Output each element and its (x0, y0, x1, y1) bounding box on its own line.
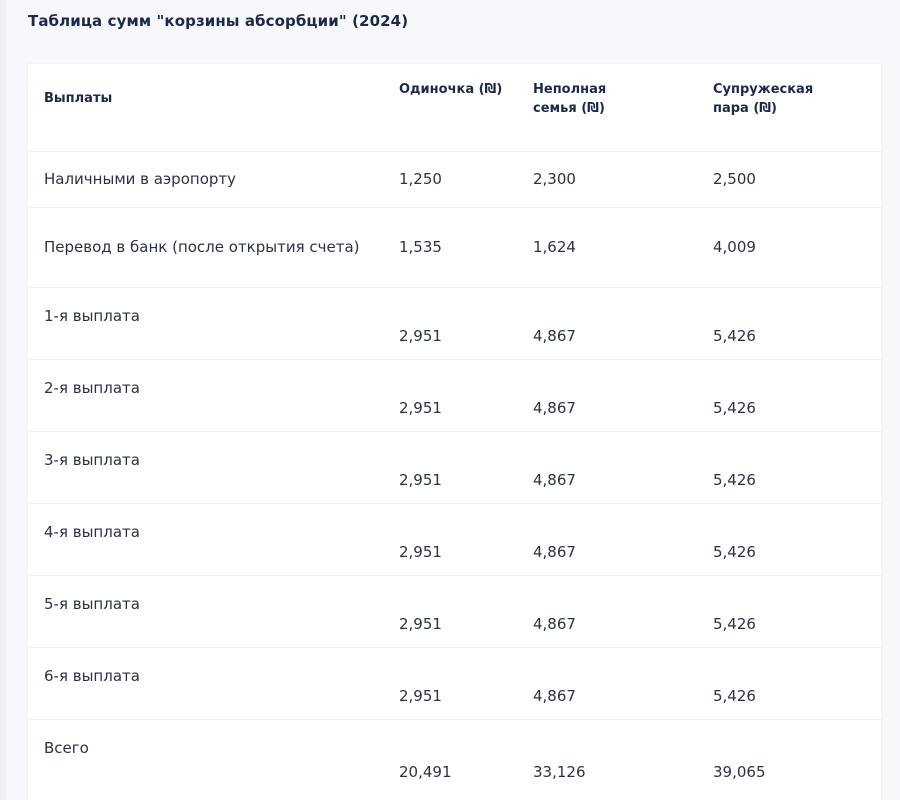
couple-value: 5,426 (697, 359, 881, 432)
single-parent-value: 4,867 (517, 647, 697, 720)
table-row: 4-я выплата 2,951 4,867 5,426 (28, 503, 881, 576)
single-parent-value: 1,624 (517, 207, 697, 288)
row-label: 3-я выплата (28, 431, 383, 504)
row-label: Всего (44, 738, 89, 757)
page-title: Таблица сумм "корзины абсорбции" (2024) (28, 12, 409, 30)
absorption-basket-table: Выплаты Одиночка (₪) Неполная семья (₪) … (28, 64, 881, 795)
couple-total: 39,065 (713, 763, 766, 781)
single-parent-value: 2,300 (517, 151, 697, 208)
single-value: 2,951 (383, 647, 517, 720)
single-parent-value: 4,867 (517, 359, 697, 432)
couple-value: 2,500 (697, 151, 881, 208)
single-parent-value: 4,867 (517, 287, 697, 360)
single-value: 2,951 (383, 287, 517, 360)
absorption-basket-table-card: Выплаты Одиночка (₪) Неполная семья (₪) … (28, 64, 881, 800)
column-header-single-parent: Неполная семья (₪) (517, 64, 697, 152)
column-header-couple-line1: Супружеская (713, 82, 814, 97)
table-header: Выплаты Одиночка (₪) Неполная семья (₪) … (28, 64, 881, 152)
column-header-single: Одиночка (₪) (383, 64, 517, 152)
table-row: 6-я выплата 2,951 4,867 5,426 (28, 647, 881, 720)
table-row: 2-я выплата 2,951 4,867 5,426 (28, 359, 881, 432)
column-header-single-parent-line2: семья (₪) (533, 101, 605, 116)
column-header-single-parent-line1: Неполная (533, 82, 607, 97)
single-parent-value: 4,867 (517, 575, 697, 648)
column-header-couple: Супружеская пара (₪) (697, 64, 881, 152)
column-header-payments: Выплаты (28, 64, 383, 152)
table-row: Перевод в банк (после открытия счета) 1,… (28, 207, 881, 288)
row-label: 1-я выплата (28, 287, 383, 360)
single-parent-value: 4,867 (517, 503, 697, 576)
table-row: 3-я выплата 2,951 4,867 5,426 (28, 431, 881, 504)
table-row: 5-я выплата 2,951 4,867 5,426 (28, 575, 881, 648)
row-label: 4-я выплата (28, 503, 383, 576)
header-row: Выплаты Одиночка (₪) Неполная семья (₪) … (28, 64, 881, 152)
table-row: Наличными в аэропорту 1,250 2,300 2,500 (28, 151, 881, 208)
couple-value: 4,009 (697, 207, 881, 288)
table-row: 1-я выплата 2,951 4,867 5,426 (28, 287, 881, 360)
single-value: 2,951 (383, 359, 517, 432)
row-label: 2-я выплата (28, 359, 383, 432)
single-value: 2,951 (383, 431, 517, 504)
single-value: 1,535 (383, 207, 517, 288)
single-value: 1,250 (383, 151, 517, 208)
row-label: 6-я выплата (28, 647, 383, 720)
table-body: Наличными в аэропорту 1,250 2,300 2,500 … (28, 151, 881, 795)
single-value: 2,951 (383, 503, 517, 576)
row-label: 5-я выплата (28, 575, 383, 648)
single-value: 2,951 (383, 575, 517, 648)
row-label: Наличными в аэропорту (28, 151, 383, 208)
couple-value: 5,426 (697, 647, 881, 720)
column-header-payments-label: Выплаты (44, 90, 113, 106)
single-total: 20,491 (399, 763, 452, 781)
single-parent-value: 4,867 (517, 431, 697, 504)
single-parent-total: 33,126 (533, 763, 586, 781)
column-header-single-label: Одиночка (₪) (399, 82, 503, 97)
couple-value: 5,426 (697, 575, 881, 648)
couple-value: 5,426 (697, 503, 881, 576)
page-left-edge (0, 0, 6, 800)
couple-value: 5,426 (697, 431, 881, 504)
table-row-total: Всего 20,491 33,126 39,065 (28, 719, 881, 795)
row-label: Перевод в банк (после открытия счета) (28, 207, 383, 288)
column-header-couple-line2: пара (₪) (713, 101, 777, 116)
couple-value: 5,426 (697, 287, 881, 360)
